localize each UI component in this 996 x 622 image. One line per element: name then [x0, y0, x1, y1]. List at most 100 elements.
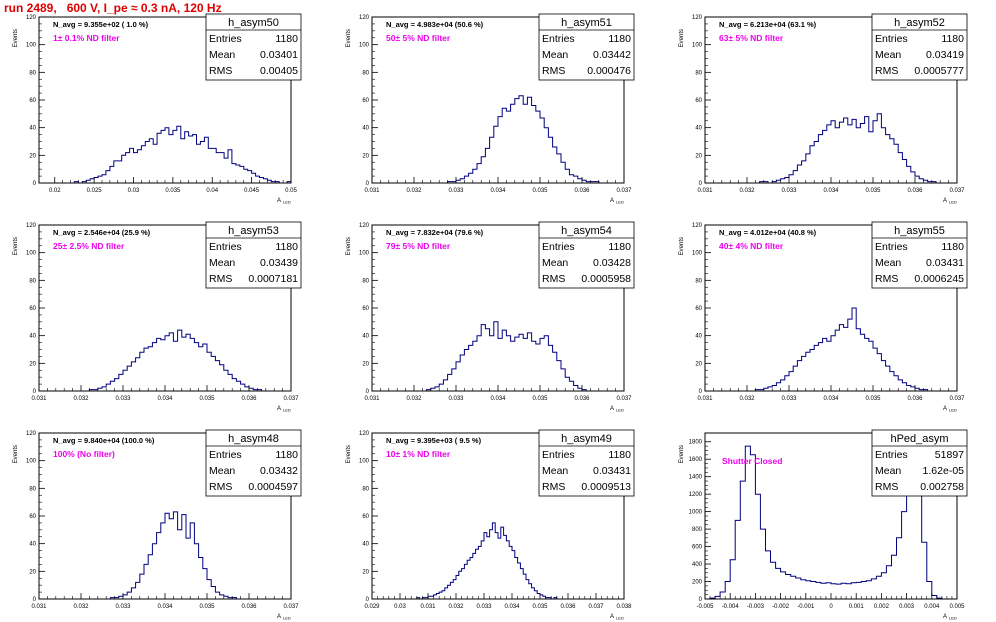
histogram-name: h_asym49	[561, 433, 612, 445]
x-tick-label: 0.036	[574, 396, 590, 402]
stats-key: Entries	[542, 33, 575, 45]
x-tick-label: 0.031	[31, 396, 47, 402]
stats-value: 0.03419	[926, 49, 964, 61]
y-tick-label: 200	[692, 580, 703, 586]
y-axis-label: Events	[13, 237, 19, 255]
x-tick-label: 0.029	[364, 604, 380, 610]
stats-key: Entries	[209, 241, 242, 253]
x-axis-label: A LED	[943, 614, 957, 621]
x-tick-label: 0.005	[949, 604, 965, 610]
histogram-name: h_asym54	[561, 225, 612, 237]
stats-key: Entries	[209, 33, 242, 45]
stats-value: 1180	[275, 241, 298, 253]
y-tick-label: 80	[695, 70, 702, 76]
y-tick-label: 80	[29, 70, 36, 76]
navg-annotation: N_avg = 9.355e+02 ( 1.0 %)	[53, 20, 149, 29]
stats-key: Entries	[209, 449, 242, 461]
x-tick-label: 0.031	[364, 188, 380, 194]
stats-box	[871, 221, 968, 289]
stats-value: 0.002758	[920, 481, 964, 493]
histogram-panel-h_asym54: 0.031 0.032 0.033 0.034 0.035 0.036 0.037 0 20 40…	[346, 221, 635, 413]
x-axis-label-sub: LED	[283, 408, 291, 413]
y-tick-label: 60	[29, 514, 36, 520]
x-tick-label: -0.003	[747, 604, 765, 610]
x-axis-label-sub: LED	[949, 408, 957, 413]
x-tick-label: 0.037	[283, 604, 299, 610]
x-tick-label: 0.05	[285, 188, 297, 194]
y-axis-label: Events	[679, 237, 685, 255]
histogram-line	[754, 307, 929, 391]
y-tick-label: 60	[362, 98, 369, 104]
x-axis-label: A LED	[943, 406, 957, 413]
y-tick-label: 0	[699, 181, 703, 187]
y-tick-label: 40	[29, 126, 36, 132]
stats-key: Entries	[875, 33, 908, 45]
y-axis-label: Events	[679, 29, 685, 47]
y-tick-label: 20	[362, 153, 369, 159]
stats-value: 0.03431	[926, 257, 964, 269]
histogram-name: hPed_asym	[890, 433, 948, 445]
stats-key: Mean	[875, 257, 901, 269]
x-tick-label: 0.032	[448, 604, 464, 610]
stats-box	[538, 429, 635, 497]
x-tick-label: -0.001	[797, 604, 815, 610]
x-tick-label: 0.035	[165, 188, 181, 194]
stats-value: 1180	[608, 449, 631, 461]
stats-value: 0.0005777	[914, 65, 964, 77]
stats-key: Mean	[542, 257, 568, 269]
stats-key: Mean	[209, 257, 235, 269]
x-axis-label: A LED	[610, 406, 624, 413]
y-tick-label: 80	[362, 278, 369, 284]
stats-key: Mean	[875, 465, 901, 477]
stats-value: 0.03431	[593, 465, 631, 477]
x-tick-label: 0.002	[874, 604, 890, 610]
filter-annotation: 40± 4% ND filter	[719, 241, 784, 251]
x-axis-label: A LED	[610, 198, 624, 205]
histogram-line	[88, 329, 263, 391]
stats-value: 0.0006245	[914, 273, 964, 285]
x-tick-label: 0.035	[532, 396, 548, 402]
x-tick-label: 0.03	[128, 188, 140, 194]
stats-value: 0.03439	[260, 257, 298, 269]
x-axis-label-sub: LED	[949, 616, 957, 621]
x-tick-label: 0.031	[697, 396, 713, 402]
stats-value: 1.62e-05	[923, 465, 965, 477]
histogram-line	[447, 95, 600, 183]
y-tick-label: 40	[29, 542, 36, 548]
x-tick-label: 0.033	[476, 604, 492, 610]
stats-key: RMS	[209, 65, 232, 77]
stats-value: 1180	[941, 241, 964, 253]
y-tick-label: 100	[692, 43, 703, 49]
x-tick-label: 0.031	[364, 396, 380, 402]
histogram-panel-h_asym55: 0.031 0.032 0.033 0.034 0.035 0.036 0.037 0 20 40…	[679, 221, 968, 413]
y-tick-label: 20	[29, 153, 36, 159]
x-axis-label-sub: LED	[949, 200, 957, 205]
stats-box	[205, 221, 302, 289]
stats-box	[871, 13, 968, 81]
stats-value: 0.03432	[260, 465, 298, 477]
y-tick-label: 800	[692, 527, 703, 533]
navg-annotation: N_avg = 9.395e+03 ( 9.5 %)	[386, 436, 482, 445]
stats-value: 0.0005958	[581, 273, 631, 285]
x-tick-label: 0.035	[865, 188, 881, 194]
x-tick-label: 0.034	[504, 604, 520, 610]
y-tick-label: 120	[26, 15, 37, 21]
stats-key: RMS	[542, 65, 565, 77]
stats-value: 1180	[275, 33, 298, 45]
y-tick-label: 0	[366, 389, 370, 395]
y-tick-label: 0	[33, 597, 37, 603]
x-tick-label: 0.034	[823, 396, 839, 402]
y-tick-label: 60	[695, 98, 702, 104]
y-tick-label: 1600	[689, 457, 703, 463]
stats-value: 1180	[941, 33, 964, 45]
y-tick-label: 100	[26, 459, 37, 465]
y-tick-label: 0	[366, 597, 370, 603]
y-tick-label: 80	[362, 70, 369, 76]
x-tick-label: 0.045	[244, 188, 260, 194]
x-tick-label: 0.037	[588, 604, 604, 610]
stats-value: 1180	[608, 33, 631, 45]
x-tick-label: 0.038	[616, 604, 632, 610]
histogram-name: h_asym48	[228, 433, 279, 445]
y-tick-label: 80	[362, 486, 369, 492]
stats-key: RMS	[542, 273, 565, 285]
